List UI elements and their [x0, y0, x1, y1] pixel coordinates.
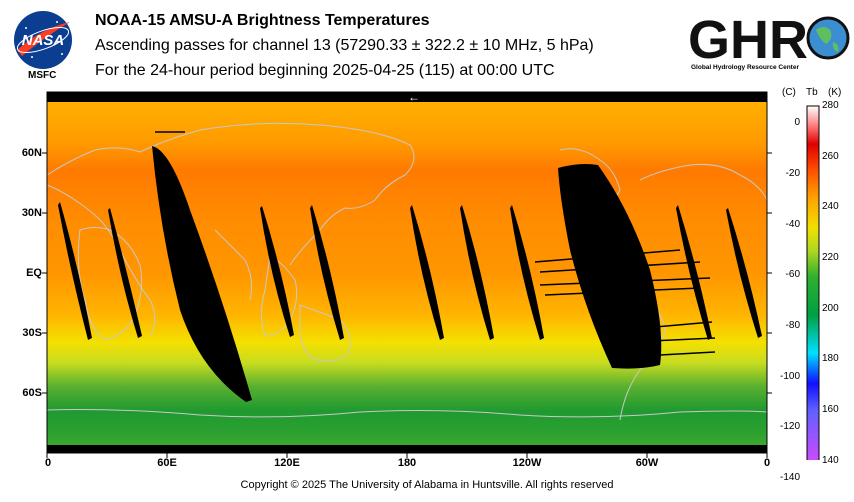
lon-label-60w: 60W — [635, 457, 659, 469]
colorbar-kelvin-tick: 280 — [822, 100, 839, 111]
colorbar-celsius-tick: -120 — [779, 421, 800, 433]
colorbar-kelvin-tick: 160 — [822, 404, 839, 415]
colorbar-kelvin-tick: 260 — [822, 150, 839, 162]
lat-label-60s: 60S — [22, 387, 42, 399]
colorbar-celsius-tick: -140 — [779, 472, 800, 484]
colorbar-celsius-tick: -20 — [785, 168, 800, 180]
lat-label-30n: 30N — [21, 207, 42, 219]
colorbar-kelvin-tick: 240 — [822, 201, 839, 213]
colorbar-header-k: (K) — [828, 87, 842, 98]
colorbar-kelvin-tick: 180 — [822, 353, 839, 365]
lon-label-180: 180 — [397, 457, 417, 469]
colorbar-celsius-tick: -80 — [785, 320, 800, 332]
direction-arrow-icon: ← — [408, 90, 420, 104]
nasa-logo: NASA — [14, 11, 72, 69]
colorbar-celsius-tick: 0 — [794, 117, 800, 129]
copyright-text: Copyright © 2025 The University of Alaba… — [240, 479, 614, 491]
ghrc-subtitle: Global Hydrology Resource Center — [691, 64, 799, 71]
orbit-gaps — [58, 146, 762, 402]
chart-subtitle: Ascending passes for channel 13 (57290.3… — [95, 37, 594, 54]
lat-label-eq: EQ — [26, 267, 42, 279]
colorbar-celsius-tick: -40 — [785, 218, 800, 230]
top-strip — [47, 92, 767, 102]
colorbar — [806, 105, 820, 460]
chart-title: NOAA-15 AMSU-A Brightness Temperatures — [95, 12, 430, 29]
lon-label-60e: 60E — [157, 457, 177, 469]
axis-ticks — [42, 152, 772, 458]
colorbar-kelvin-tick: 140 — [822, 454, 839, 466]
scan-streaks — [155, 131, 716, 356]
lon-label-0-right: 0 — [763, 457, 771, 469]
lon-label-120e: 120E — [274, 457, 300, 469]
colorbar-header-c: (C) — [782, 87, 796, 98]
colorbar-celsius-tick: -60 — [785, 269, 800, 281]
lon-label-0: 0 — [44, 457, 52, 469]
bottom-strip — [47, 445, 767, 453]
colorbar-kelvin-tick: 220 — [822, 252, 839, 263]
msfc-label: MSFC — [28, 70, 57, 81]
ghrc-logo: GHRC — [688, 10, 850, 66]
brightness-map: ← — [42, 90, 820, 460]
colorbar-kelvin-tick: 200 — [822, 302, 839, 314]
colorbar-header-tb: Tb — [806, 87, 818, 98]
colorbar-celsius-tick: -100 — [779, 370, 800, 382]
lat-label-60n: 60N — [21, 147, 42, 159]
lat-label-30s: 30S — [22, 327, 42, 339]
lon-label-120w: 120W — [512, 457, 542, 469]
nasa-logo-text: NASA — [22, 32, 65, 49]
chart-period: For the 24-hour period beginning 2025-04… — [95, 62, 555, 79]
